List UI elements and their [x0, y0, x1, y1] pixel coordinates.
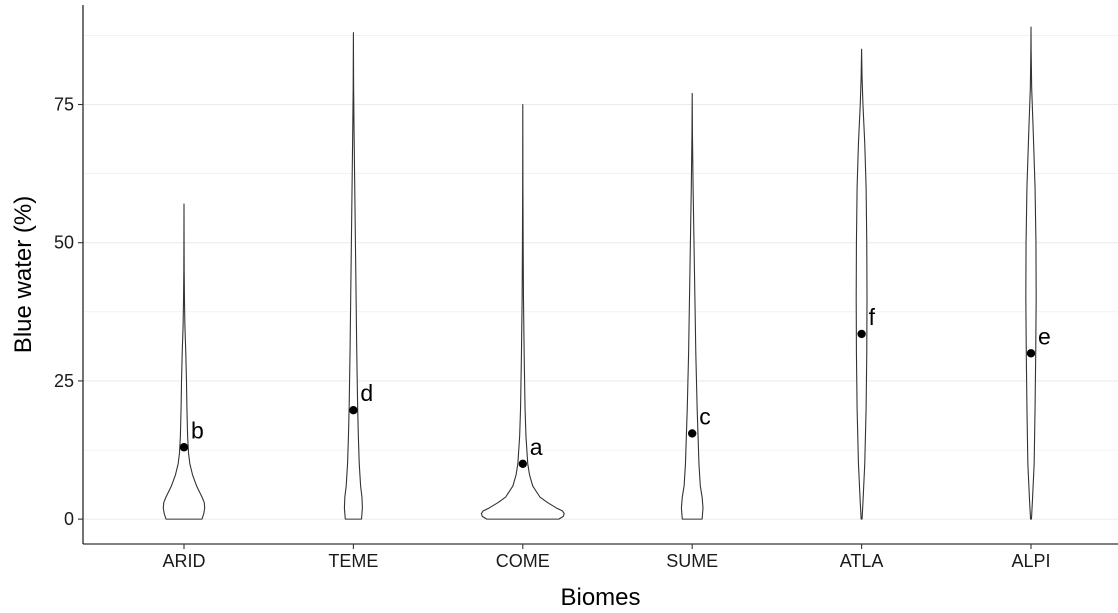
- significance-label-atla: f: [869, 304, 876, 330]
- y-axis-ticks: 0 25 50 75: [54, 95, 83, 529]
- mean-point-teme: [349, 406, 358, 415]
- x-axis-title: Biomes: [560, 584, 640, 611]
- mean-point-arid: [179, 443, 189, 452]
- x-tick-label: SUME: [666, 551, 718, 571]
- x-tick-label: ALPI: [1011, 551, 1050, 571]
- x-tick-label: ATLA: [840, 551, 884, 571]
- mean-point-sume: [688, 429, 697, 438]
- y-tick-label: 25: [54, 371, 74, 391]
- significance-label-teme: d: [360, 380, 373, 406]
- x-tick-label: ARID: [162, 551, 205, 571]
- x-tick-label: COME: [496, 551, 550, 571]
- y-tick-label: 50: [54, 233, 74, 253]
- significance-label-arid: b: [191, 417, 204, 443]
- x-axis-ticks: ARID TEME COME SUME ATLA ALPI: [162, 544, 1051, 571]
- gridlines: [83, 35, 1118, 520]
- violin-teme: [343, 32, 363, 520]
- y-tick-label: 0: [64, 509, 74, 529]
- violin-series: b d a c f e: [162, 26, 1051, 520]
- x-tick-label: TEME: [328, 551, 378, 571]
- axes: [82, 5, 1118, 545]
- significance-label-sume: c: [699, 403, 711, 429]
- mean-point-alpi: [1026, 349, 1036, 358]
- significance-label-alpi: e: [1038, 323, 1051, 349]
- violin-sume: [680, 92, 704, 520]
- y-tick-label: 75: [54, 95, 74, 115]
- significance-label-come: a: [530, 434, 543, 460]
- mean-point-come: [518, 459, 527, 469]
- violin-arid: [162, 203, 206, 520]
- y-axis-title: Blue water (%): [10, 196, 37, 353]
- mean-point-atla: [857, 329, 866, 339]
- violin-atla: [855, 48, 868, 520]
- violin-alpi: [1025, 26, 1037, 520]
- violin-come: [480, 103, 565, 520]
